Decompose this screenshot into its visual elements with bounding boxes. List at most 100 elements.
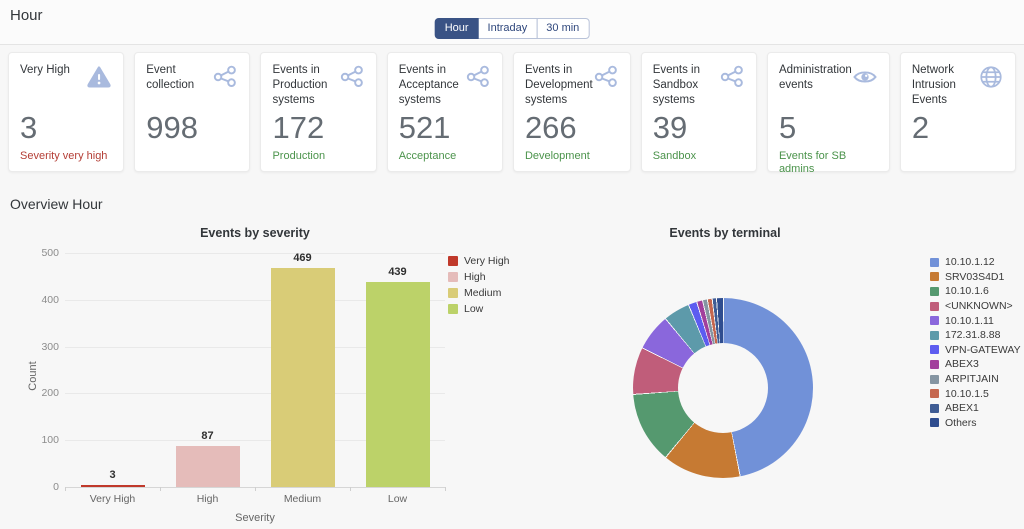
kpi-tile-events-in-production-systems[interactable]: Events in Production systems 172 Productio… bbox=[260, 52, 377, 172]
gridline bbox=[65, 299, 445, 301]
share-icon bbox=[719, 64, 745, 95]
legend-item-medium: Medium bbox=[448, 285, 510, 301]
share-icon bbox=[593, 64, 619, 95]
donut-hole bbox=[678, 343, 768, 433]
timeframe-button-hour[interactable]: Hour bbox=[434, 18, 479, 39]
kpi-tile-value: 521 bbox=[398, 110, 451, 145]
kpi-tile-events-in-development-systems[interactable]: Events in Development systems 266 Developm… bbox=[512, 52, 631, 172]
legend-item-others: Others bbox=[930, 416, 1021, 431]
bar-very-high[interactable] bbox=[80, 485, 145, 487]
legend-swatch bbox=[930, 374, 939, 384]
share-icon bbox=[339, 64, 365, 95]
x-tick-mark bbox=[65, 487, 66, 491]
legend-label: VPN-GATEWAY bbox=[945, 343, 1021, 356]
legend-item-abex1: ABEX1 bbox=[930, 401, 1021, 416]
x-tick-mark bbox=[350, 487, 351, 491]
legend-label: ARPITJAIN bbox=[945, 373, 999, 386]
legend-item-10-10-1-11: 10.10.1.11 bbox=[930, 313, 1021, 328]
y-tick-label: 400 bbox=[41, 293, 59, 306]
kpi-tile-value: 5 bbox=[778, 110, 797, 145]
timeframe-button-30-min[interactable]: 30 min bbox=[536, 18, 590, 39]
legend-label: 172.31.8.88 bbox=[945, 329, 1001, 342]
legend-label: Very High bbox=[464, 255, 510, 267]
bar-plot-area: 0 100 200 300 400 500 3 Very High 87 High 469 Mediu… bbox=[41, 247, 446, 505]
kpi-tile-subtitle bbox=[146, 150, 238, 163]
timeframe-segmented-control: Hour Intraday 30 min bbox=[434, 18, 590, 39]
bar-chart-legend: Very High High Medium Low bbox=[448, 253, 510, 317]
kpi-tile-value: 2 bbox=[911, 110, 930, 145]
legend-item-10-10-1-6: 10.10.1.6 bbox=[930, 284, 1021, 299]
bar-value-label: 439 bbox=[388, 265, 407, 278]
x-category-label: High bbox=[196, 493, 219, 505]
legend-swatch bbox=[930, 345, 939, 355]
bar-value-label: 3 bbox=[109, 469, 116, 481]
legend-swatch bbox=[930, 418, 939, 428]
kpi-tile-subtitle: Acceptance bbox=[398, 150, 457, 162]
legend-item-high: High bbox=[448, 269, 510, 285]
kpi-tile-title: Events in Production systems bbox=[272, 64, 328, 106]
gridline bbox=[65, 253, 445, 254]
kpi-tile-title: Events in Acceptance systems bbox=[398, 64, 459, 106]
donut-ring[interactable] bbox=[633, 298, 813, 478]
y-tick-label: 100 bbox=[41, 434, 59, 447]
kpi-tile-administration-events[interactable]: Administration events 5 Events for SB admi… bbox=[766, 52, 890, 175]
legend-item-vpn-gateway: VPN-GATEWAY bbox=[930, 343, 1021, 358]
kpi-tile-title: Events in Sandbox systems bbox=[652, 64, 701, 106]
legend-swatch bbox=[930, 403, 939, 413]
legend-item-unknown: <UNKNOWN> bbox=[930, 299, 1021, 314]
kpi-tile-title: Events in Development systems bbox=[524, 64, 593, 106]
kpi-tile-very-high[interactable]: Very High 3 Severity very high bbox=[8, 52, 125, 172]
kpi-tile-events-in-sandbox-systems[interactable]: Events in Sandbox systems 39 Sandbox bbox=[640, 52, 757, 172]
kpi-tile-subtitle: Events for SB admins bbox=[778, 150, 847, 175]
kpi-tile-title: Network Intrusion Events bbox=[911, 64, 956, 106]
kpi-tile-event-collection[interactable]: Event collection 998 bbox=[134, 52, 251, 172]
gridline bbox=[65, 346, 445, 348]
legend-label: High bbox=[464, 271, 486, 283]
legend-swatch bbox=[930, 359, 939, 369]
bar-value-label: 469 bbox=[293, 251, 312, 264]
legend-label: 10.10.1.6 bbox=[945, 285, 989, 298]
kpi-tile-events-in-acceptance-systems[interactable]: Events in Acceptance systems 521 Acceptanc… bbox=[386, 52, 503, 172]
legend-item-arpitjain: ARPITJAIN bbox=[930, 372, 1021, 387]
donut-chart-title: Events by terminal bbox=[669, 226, 781, 240]
bar-value-label: 87 bbox=[201, 430, 214, 443]
legend-item-172-31-8-88: 172.31.8.88 bbox=[930, 328, 1021, 343]
warning-icon bbox=[86, 64, 112, 95]
kpi-tile-title: Administration events bbox=[778, 64, 852, 91]
kpi-tile-value: 172 bbox=[272, 110, 325, 145]
legend-item-10-10-1-5: 10.10.1.5 bbox=[930, 386, 1021, 401]
timeframe-button-intraday[interactable]: Intraday bbox=[477, 18, 538, 39]
legend-swatch bbox=[448, 304, 458, 314]
legend-item-srv03s4d1: SRV03S4D1 bbox=[930, 270, 1021, 285]
kpi-tile-subtitle: Severity very high bbox=[20, 150, 108, 162]
y-tick-label: 0 bbox=[53, 481, 59, 493]
kpi-tile-network-intrusion-events[interactable]: Network Intrusion Events 2 bbox=[899, 52, 1017, 172]
x-category-label: Low bbox=[387, 493, 408, 505]
globe-icon bbox=[978, 64, 1004, 95]
legend-label: Others bbox=[945, 416, 977, 429]
kpi-tile-title: Event collection bbox=[146, 64, 195, 91]
bar-low[interactable] bbox=[365, 281, 430, 487]
bar-chart-title: Events by severity bbox=[200, 226, 310, 240]
legend-swatch bbox=[448, 288, 458, 298]
legend-label: <UNKNOWN> bbox=[945, 300, 1013, 313]
legend-label: SRV03S4D1 bbox=[945, 270, 1005, 283]
x-tick-mark bbox=[160, 487, 161, 491]
y-tick-label: 300 bbox=[41, 340, 59, 353]
y-tick-label: 200 bbox=[41, 387, 59, 400]
legend-item-10-10-1-12: 10.10.1.12 bbox=[930, 255, 1021, 270]
x-tick-mark bbox=[445, 487, 446, 491]
bar-medium[interactable] bbox=[270, 267, 335, 487]
x-tick-mark bbox=[255, 487, 256, 491]
share-icon bbox=[465, 64, 491, 95]
events-by-terminal-chart: Events by terminal 10.10.1.12 SRV03S4D1 10… bbox=[560, 222, 1024, 527]
legend-swatch bbox=[448, 256, 458, 266]
legend-label: Low bbox=[464, 303, 484, 315]
legend-swatch bbox=[930, 301, 939, 311]
kpi-tile-value: 998 bbox=[146, 110, 198, 145]
legend-item-very-high: Very High bbox=[448, 253, 510, 269]
bar-high[interactable] bbox=[175, 446, 240, 487]
legend-swatch bbox=[930, 286, 939, 296]
eye-icon bbox=[852, 64, 878, 95]
